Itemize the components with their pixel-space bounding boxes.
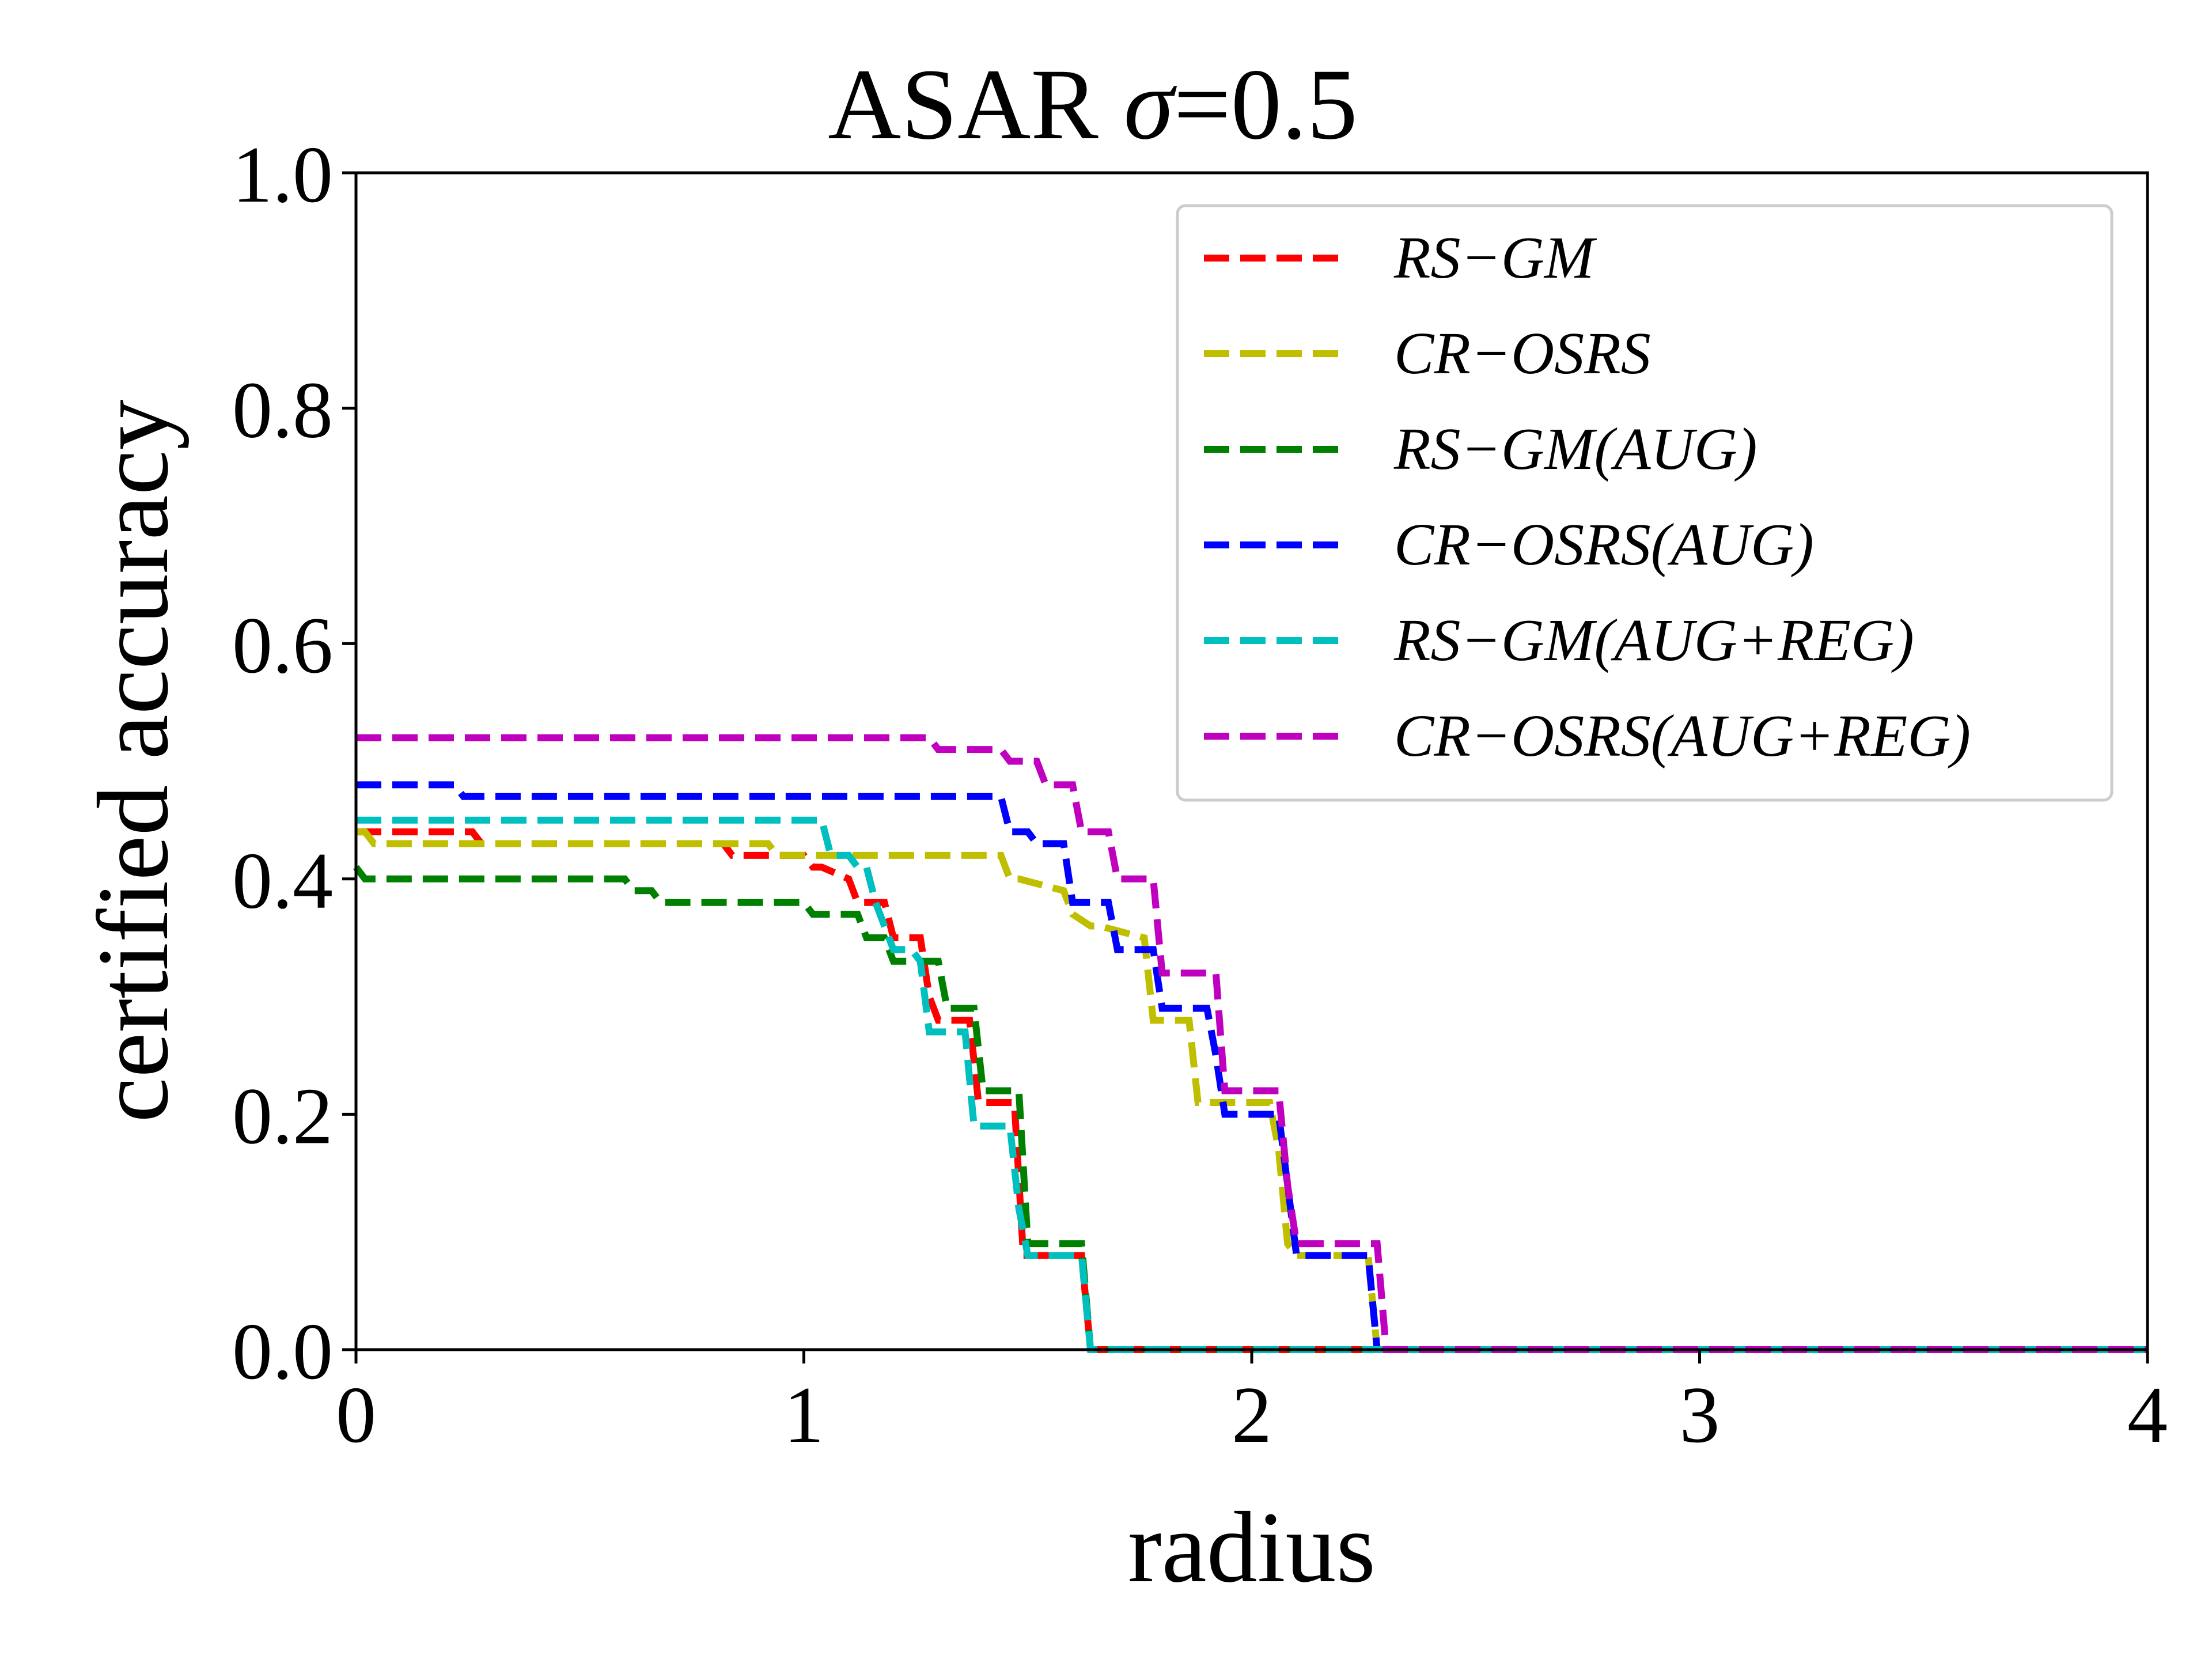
y-tick-label: 0.4 [232, 836, 333, 926]
y-axis-label: certified accuracy [77, 399, 190, 1122]
series-line-6 [356, 734, 2147, 1353]
legend-box [1176, 204, 2113, 802]
series-line-3 [353, 865, 2147, 1353]
x-tick-label: 0 [336, 1370, 376, 1460]
legend-label-5: RS−GM(AUG+REG) [1393, 607, 1914, 673]
legend-label-3: RS−GM(AUG) [1393, 416, 1757, 482]
y-tick-label: 0.2 [232, 1071, 333, 1161]
series-line-5 [356, 816, 2147, 1353]
legend-label-6: CR−OSRS(AUG+REG) [1394, 703, 1971, 769]
chart-title: ASAR σ=0.5 [828, 48, 1358, 161]
series-lines [353, 734, 2147, 1353]
legend-label-2: CR−OSRS [1394, 320, 1651, 387]
axis-ticks: 0 1 2 3 4 0.0 0.2 0.4 0.6 0.8 1.0 [232, 130, 2168, 1460]
x-tick-label: 1 [784, 1370, 824, 1460]
legend-label-1: RS−GM [1393, 225, 1597, 291]
series-line-1 [356, 828, 2147, 1353]
x-tick-label: 3 [1680, 1370, 1720, 1460]
x-tick-label: 4 [2127, 1370, 2168, 1460]
x-axis-label: radius [1128, 1491, 1376, 1604]
legend: RS−GM CR−OSRS RS−GM(AUG) CR−OSRS(AUG) RS−GM(… [1176, 204, 2113, 802]
y-tick-label: 0.0 [232, 1307, 333, 1396]
legend-label-4: CR−OSRS(AUG) [1394, 512, 1814, 578]
x-tick-label: 2 [1232, 1370, 1272, 1460]
series-line-4 [356, 781, 2147, 1353]
y-tick-label: 1.0 [232, 130, 333, 219]
y-tick-label: 0.6 [232, 601, 333, 690]
y-tick-label: 0.8 [232, 366, 333, 455]
